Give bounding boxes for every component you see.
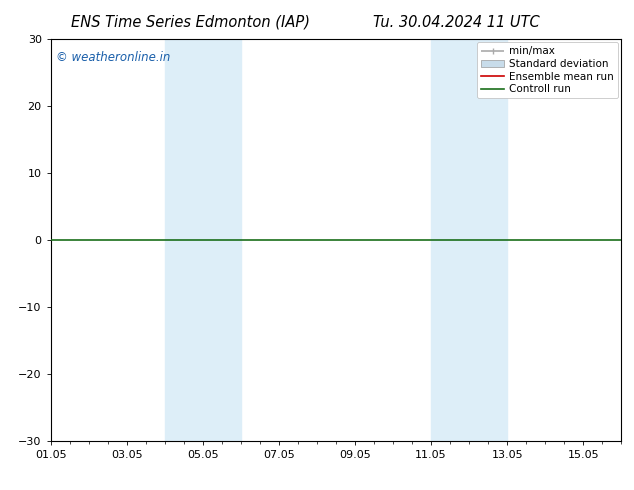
Text: ENS Time Series Edmonton (IAP): ENS Time Series Edmonton (IAP) — [71, 15, 309, 30]
Text: Tu. 30.04.2024 11 UTC: Tu. 30.04.2024 11 UTC — [373, 15, 540, 30]
Legend: min/max, Standard deviation, Ensemble mean run, Controll run: min/max, Standard deviation, Ensemble me… — [477, 42, 618, 98]
Bar — [165, 39, 241, 441]
Bar — [431, 39, 507, 441]
Text: © weatheronline.in: © weatheronline.in — [56, 51, 171, 64]
